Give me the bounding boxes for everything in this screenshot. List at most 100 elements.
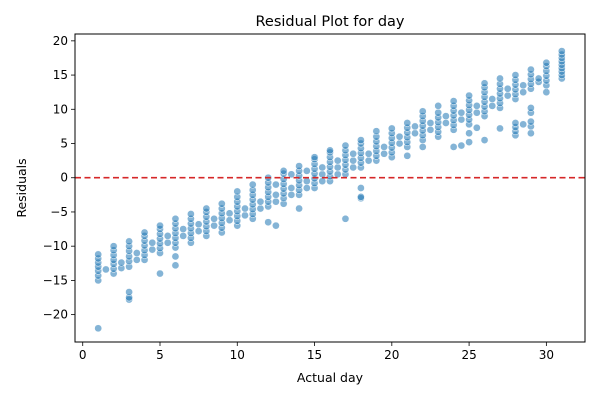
data-point bbox=[411, 129, 419, 138]
data-point bbox=[171, 261, 180, 270]
data-point bbox=[163, 232, 172, 240]
data-point bbox=[403, 119, 412, 127]
data-point bbox=[302, 184, 311, 192]
data-point bbox=[187, 210, 195, 218]
data-point bbox=[411, 122, 419, 131]
data-point bbox=[442, 112, 450, 120]
data-point bbox=[357, 136, 365, 144]
x-tick-label: 15 bbox=[307, 348, 322, 362]
data-point bbox=[125, 288, 133, 296]
data-point bbox=[318, 177, 327, 186]
data-point bbox=[364, 156, 373, 165]
data-point bbox=[503, 84, 512, 93]
data-point bbox=[94, 250, 103, 259]
x-axis-ticks: 0 5 10 15 20 25 30 bbox=[79, 342, 554, 362]
data-point bbox=[272, 221, 280, 230]
data-point bbox=[333, 170, 342, 179]
data-point bbox=[210, 221, 218, 230]
data-point bbox=[488, 102, 497, 110]
data-point bbox=[341, 141, 350, 150]
data-point bbox=[295, 162, 303, 170]
data-point bbox=[171, 252, 180, 261]
data-point bbox=[472, 102, 481, 110]
data-point bbox=[349, 163, 358, 172]
data-point bbox=[94, 324, 103, 333]
data-point bbox=[480, 136, 489, 144]
data-point bbox=[542, 88, 551, 97]
data-point bbox=[210, 214, 218, 223]
y-tick-label: −5 bbox=[50, 205, 68, 219]
x-tick-label: 25 bbox=[461, 348, 476, 362]
data-point bbox=[156, 269, 164, 278]
data-point bbox=[457, 108, 466, 117]
data-point bbox=[426, 119, 435, 127]
data-point bbox=[527, 104, 535, 112]
data-point bbox=[326, 146, 334, 155]
data-point bbox=[341, 214, 350, 223]
data-point bbox=[449, 143, 458, 151]
y-tick-label: 10 bbox=[53, 102, 68, 116]
data-point bbox=[511, 71, 520, 79]
x-tick-label: 20 bbox=[384, 348, 399, 362]
data-point bbox=[295, 204, 303, 213]
data-point bbox=[302, 167, 311, 175]
data-point bbox=[418, 143, 427, 151]
x-tick-label: 5 bbox=[156, 348, 164, 362]
data-point bbox=[357, 193, 365, 201]
data-point bbox=[457, 141, 466, 150]
data-point bbox=[256, 204, 265, 213]
y-axis-label: Residuals bbox=[14, 158, 29, 217]
data-point bbox=[457, 115, 466, 124]
data-point bbox=[465, 138, 473, 146]
data-point bbox=[241, 211, 249, 220]
data-point bbox=[217, 199, 226, 208]
data-point bbox=[333, 156, 342, 165]
data-point bbox=[333, 163, 342, 172]
data-point bbox=[395, 139, 404, 148]
data-point bbox=[542, 58, 551, 67]
data-point bbox=[140, 228, 149, 237]
data-point bbox=[534, 74, 543, 83]
data-point bbox=[418, 107, 427, 116]
data-point bbox=[272, 190, 280, 199]
data-point bbox=[287, 184, 296, 192]
data-point bbox=[380, 149, 388, 158]
data-point bbox=[256, 197, 265, 206]
data-point bbox=[202, 204, 211, 213]
data-point bbox=[225, 209, 234, 218]
data-point bbox=[241, 204, 249, 213]
data-point bbox=[465, 129, 473, 138]
data-point bbox=[102, 265, 110, 274]
data-point bbox=[132, 249, 141, 257]
data-point bbox=[233, 187, 242, 196]
data-point bbox=[194, 220, 203, 229]
data-point bbox=[318, 163, 327, 172]
data-point bbox=[349, 156, 358, 165]
data-point bbox=[527, 117, 535, 126]
data-point bbox=[117, 258, 126, 267]
data-point bbox=[248, 180, 257, 189]
y-axis-ticks: −20 −15 −10 −5 0 5 10 15 20 bbox=[43, 34, 75, 322]
y-tick-label: 15 bbox=[53, 68, 68, 82]
data-point bbox=[472, 123, 481, 132]
data-point bbox=[132, 256, 141, 264]
x-tick-label: 0 bbox=[79, 348, 87, 362]
data-point bbox=[318, 170, 327, 179]
data-point bbox=[148, 245, 157, 254]
points-layer bbox=[94, 47, 566, 333]
data-point bbox=[403, 151, 412, 160]
data-point bbox=[527, 65, 535, 74]
data-point bbox=[387, 124, 396, 133]
data-point bbox=[380, 143, 388, 151]
data-point bbox=[496, 124, 504, 133]
x-tick-label: 10 bbox=[230, 348, 245, 362]
data-point bbox=[442, 119, 450, 127]
data-point bbox=[357, 184, 365, 192]
data-point bbox=[163, 238, 172, 247]
x-tick-label: 30 bbox=[539, 348, 554, 362]
y-tick-label: 0 bbox=[60, 171, 68, 185]
data-point bbox=[225, 216, 234, 225]
data-point bbox=[426, 125, 435, 134]
